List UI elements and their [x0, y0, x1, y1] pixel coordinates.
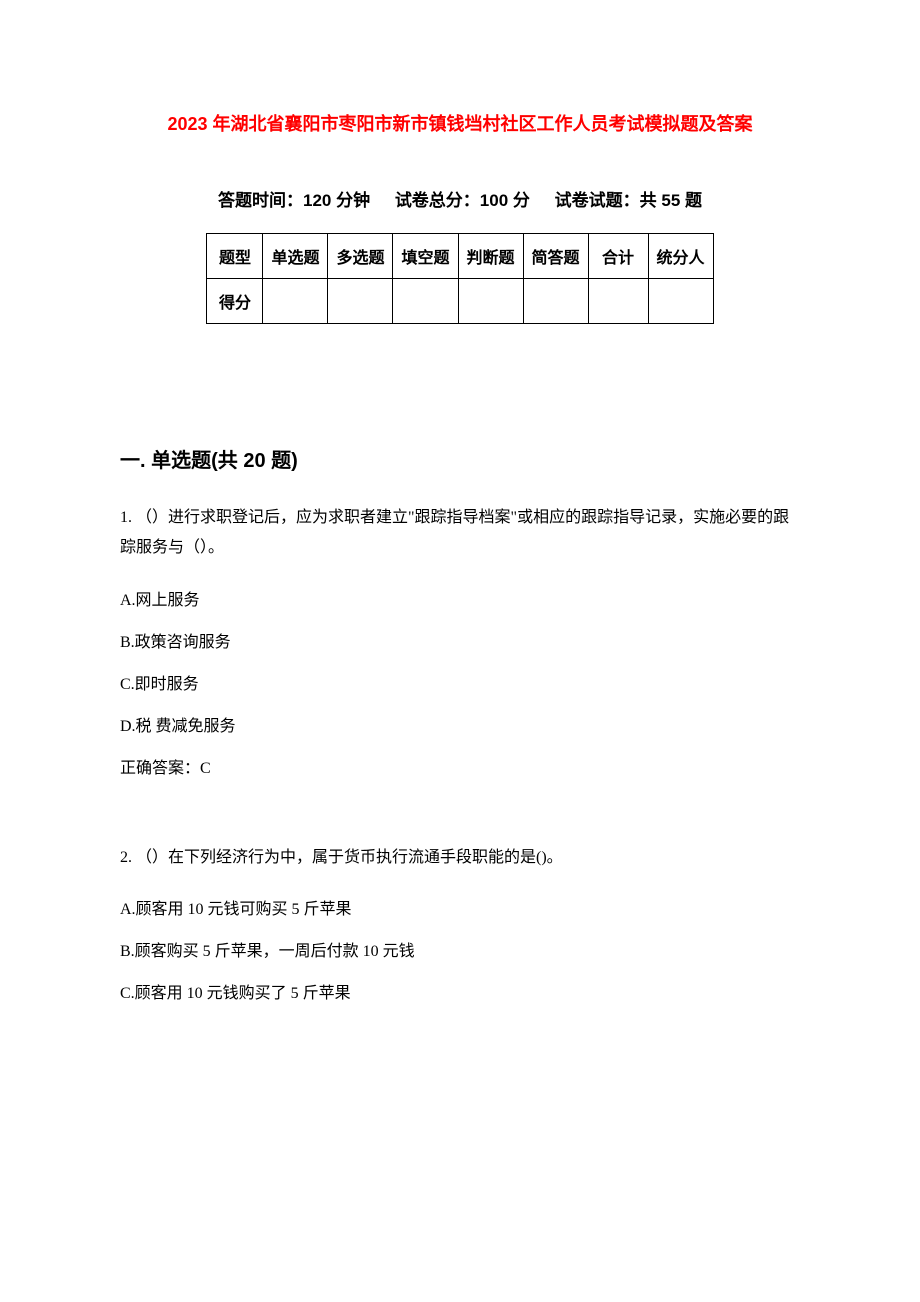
q1-option-d: D.税 费减免服务 — [120, 712, 800, 736]
score-row-label: 得分 — [207, 279, 263, 324]
col-single: 单选题 — [263, 234, 328, 279]
section-1-heading: 一. 单选题(共 20 题) — [120, 444, 800, 473]
q1-option-b: B.政策咨询服务 — [120, 628, 800, 652]
q1-answer: 正确答案：C — [120, 754, 800, 778]
col-short: 简答题 — [523, 234, 588, 279]
q1-option-a: A.网上服务 — [120, 586, 800, 610]
q2-text: （）在下列经济行为中，属于货币执行流通手段职能的是()。 — [136, 849, 563, 866]
q1-option-c: C.即时服务 — [120, 670, 800, 694]
q2-option-b: B.顾客购买 5 斤苹果，一周后付款 10 元钱 — [120, 937, 800, 961]
question-1: 1. （）进行求职登记后，应为求职者建立"跟踪指导档案"或相应的跟踪指导记录，实… — [120, 503, 800, 778]
col-total: 合计 — [588, 234, 648, 279]
exam-meta: 答题时间：120 分钟 试卷总分：100 分 试卷试题：共 55 题 — [120, 186, 800, 211]
score-table: 题型 单选题 多选题 填空题 判断题 简答题 合计 统分人 得分 — [206, 233, 713, 324]
score-cell — [523, 279, 588, 324]
col-judge: 判断题 — [458, 234, 523, 279]
col-multi: 多选题 — [328, 234, 393, 279]
q1-number: 1. — [120, 509, 132, 526]
time-label: 答题时间：120 分钟 — [218, 191, 370, 210]
score-cell — [263, 279, 328, 324]
header-row-label: 题型 — [207, 234, 263, 279]
table-header-row: 题型 单选题 多选题 填空题 判断题 简答题 合计 统分人 — [207, 234, 713, 279]
q2-number: 2. — [120, 849, 132, 866]
total-score-label: 试卷总分：100 分 — [395, 191, 530, 210]
exam-title: 2023 年湖北省襄阳市枣阳市新市镇钱垱村社区工作人员考试模拟题及答案 — [120, 110, 800, 136]
score-cell — [393, 279, 458, 324]
q2-option-c: C.顾客用 10 元钱购买了 5 斤苹果 — [120, 979, 800, 1003]
score-cell — [458, 279, 523, 324]
question-text: 1. （）进行求职登记后，应为求职者建立"跟踪指导档案"或相应的跟踪指导记录，实… — [120, 503, 800, 564]
score-cell — [588, 279, 648, 324]
question-text: 2. （）在下列经济行为中，属于货币执行流通手段职能的是()。 — [120, 843, 800, 873]
col-blank: 填空题 — [393, 234, 458, 279]
score-cell — [648, 279, 713, 324]
table-score-row: 得分 — [207, 279, 713, 324]
question-2: 2. （）在下列经济行为中，属于货币执行流通手段职能的是()。 A.顾客用 10… — [120, 843, 800, 1003]
q1-text: （）进行求职登记后，应为求职者建立"跟踪指导档案"或相应的跟踪指导记录，实施必要… — [120, 509, 789, 556]
q2-option-a: A.顾客用 10 元钱可购买 5 斤苹果 — [120, 895, 800, 919]
score-cell — [328, 279, 393, 324]
col-scorer: 统分人 — [648, 234, 713, 279]
question-count-label: 试卷试题：共 55 题 — [555, 191, 702, 210]
